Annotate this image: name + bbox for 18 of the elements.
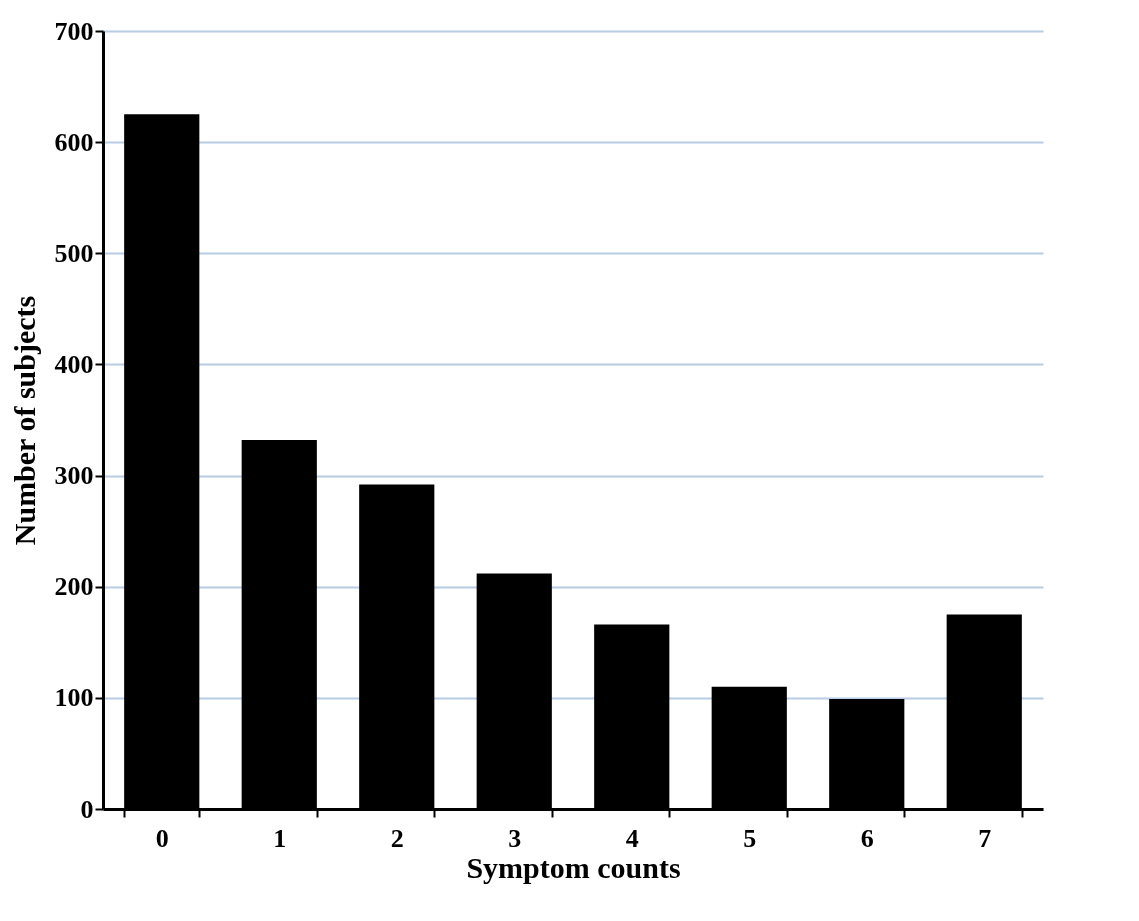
x-tick-label: 6 [860,823,874,853]
x-tick-label: 4 [625,823,639,853]
x-axis-title: Symptom counts [466,850,681,884]
x-tick-label: 0 [155,823,169,853]
y-tick-label: 700 [54,16,94,46]
y-axis-title: Number of subjects [7,295,41,546]
x-tick-label: 2 [390,823,404,853]
y-tick-label: 0 [80,794,94,824]
x-tick-label: 1 [273,823,287,853]
y-tick-label: 400 [54,349,94,379]
y-tick-label: 500 [54,238,94,268]
x-tick-label: 7 [978,823,992,853]
y-tick-label: 100 [54,683,94,713]
y-tick-label: 300 [54,461,94,491]
y-tick-label: 600 [54,127,94,157]
x-tick-label: 3 [508,823,522,853]
y-tick-label: 200 [54,572,94,602]
x-tick-label: 5 [743,823,757,853]
